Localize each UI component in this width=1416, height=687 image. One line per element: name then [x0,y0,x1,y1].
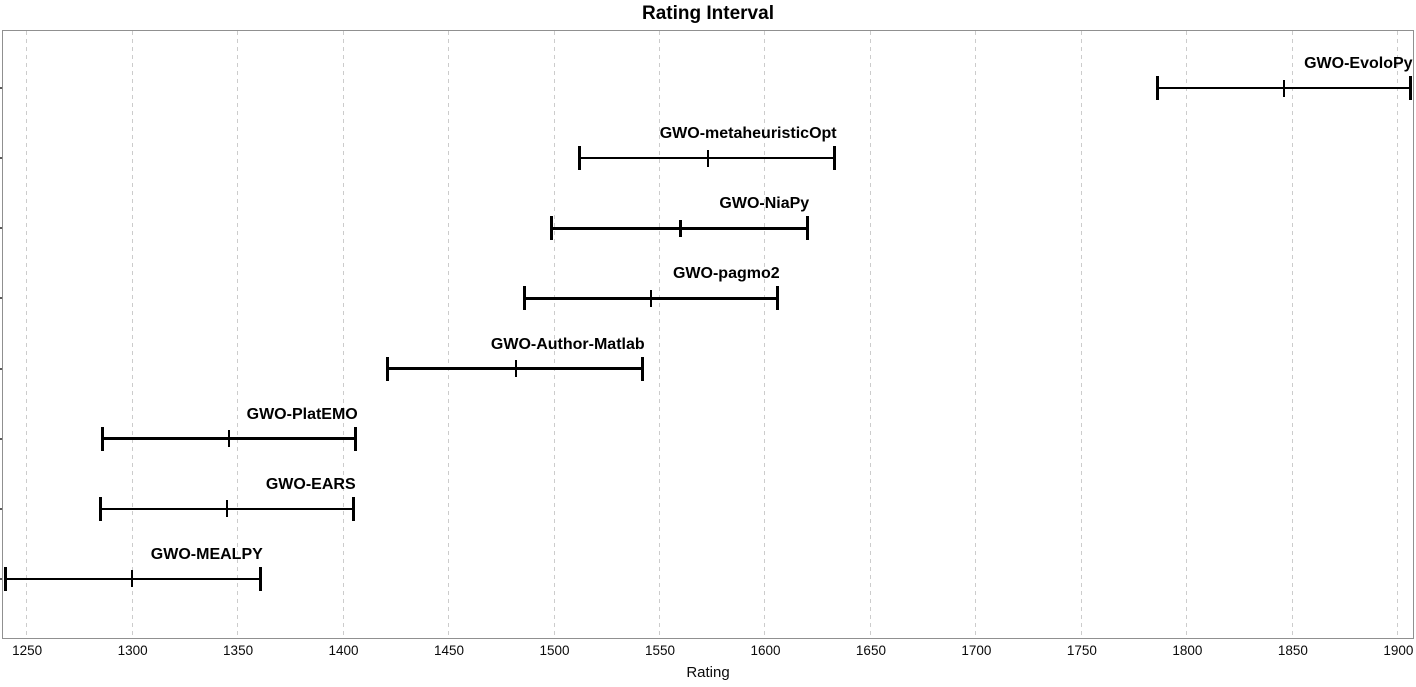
interval-cap-high-GWO-Author-Matlab [641,356,645,381]
x-tick-label-1700: 1700 [961,643,992,658]
gridline-x-1500 [553,31,555,638]
interval-cap-low-GWO-MEALPY [4,566,8,591]
interval-cap-low-GWO-EARS [98,496,102,521]
x-tick-label-1500: 1500 [539,643,570,658]
interval-cap-high-GWO-EvoloPy [1409,76,1413,100]
interval-mid-GWO-PlatEMO [227,430,231,448]
interval-cap-high-GWO-MEALPY [259,566,263,591]
x-tick-label-1350: 1350 [223,643,254,658]
series-label-GWO-MEALPY: GWO-MEALPY [150,545,263,563]
gridline-x-1300 [131,31,133,638]
gridline-x-1250 [26,31,28,638]
series-label-GWO-PlatEMO: GWO-PlatEMO [246,405,358,423]
x-axis-title: Rating [686,664,730,681]
interval-cap-high-GWO-pagmo2 [776,286,780,311]
x-tick-label-1300: 1300 [117,643,148,658]
interval-mid-GWO-MEALPY [130,570,134,588]
gridline-x-1750 [1080,31,1082,638]
x-tick-label-1900: 1900 [1383,643,1414,658]
interval-cap-high-GWO-metaheuristicOpt [833,146,837,171]
chart-title: Rating Interval [642,3,774,24]
series-label-GWO-pagmo2: GWO-pagmo2 [672,265,780,283]
gridline-x-1600 [764,31,766,638]
gridline-x-1650 [869,31,871,638]
interval-mid-GWO-Author-Matlab [514,360,518,378]
interval-cap-low-GWO-metaheuristicOpt [577,146,581,171]
y-tick-GWO-EARS [0,507,2,510]
y-tick-GWO-Author-Matlab [0,367,2,370]
y-tick-GWO-EvoloPy [0,87,2,89]
x-tick-label-1800: 1800 [1172,643,1203,658]
interval-mid-GWO-pagmo2 [649,289,653,307]
y-tick-GWO-metaheuristicOpt [0,157,2,160]
interval-mid-GWO-NiaPy [679,219,682,237]
x-tick-label-1850: 1850 [1277,643,1308,658]
interval-mid-GWO-metaheuristicOpt [706,149,710,167]
interval-cap-low-GWO-PlatEMO [101,426,105,451]
x-tick-label-1550: 1550 [644,643,676,658]
plot-area: GWO-EvoloPy GWO-metaheuristicOpt GWO-NiaPy… [0,30,1414,639]
gridline-x-1550 [659,31,660,638]
interval-cap-high-GWO-PlatEMO [354,426,358,451]
interval-mid-GWO-EARS [225,500,229,518]
interval-cap-low-GWO-NiaPy [550,216,554,241]
gridline-x-1450 [448,31,450,638]
x-tick-label-1650: 1650 [855,643,886,658]
x-tick-label-1750: 1750 [1066,643,1097,658]
y-tick-GWO-pagmo2 [0,297,2,300]
y-tick-GWO-PlatEMO [0,437,2,440]
y-tick-GWO-NiaPy [0,227,2,230]
series-label-GWO-EARS: GWO-EARS [265,475,356,493]
interval-cap-high-GWO-EARS [352,496,356,521]
interval-cap-low-GWO-EvoloPy [1155,76,1159,100]
series-label-GWO-EvoloPy: GWO-EvoloPy [1304,55,1413,72]
x-tick-label-1600: 1600 [750,643,781,658]
x-tick-label-1400: 1400 [328,643,359,658]
series-label-GWO-metaheuristicOpt: GWO-metaheuristicOpt [659,125,837,143]
interval-cap-high-GWO-NiaPy [805,216,809,241]
gridline-x-1400 [342,31,344,638]
gridline-x-1350 [237,31,239,638]
gridline-x-1900 [1397,31,1399,638]
interval-cap-low-GWO-pagmo2 [522,286,526,311]
series-label-GWO-Author-Matlab: GWO-Author-Matlab [490,335,645,353]
interval-mid-GWO-EvoloPy [1282,79,1286,97]
gridline-x-1800 [1186,31,1188,638]
interval-cap-low-GWO-Author-Matlab [385,356,389,381]
gridline-x-1850 [1291,31,1293,638]
series-label-GWO-NiaPy: GWO-NiaPy [719,195,810,213]
gridline-x-1700 [975,31,977,638]
x-tick-label-1250: 1250 [12,643,43,658]
x-tick-label-1450: 1450 [434,643,465,658]
y-tick-GWO-MEALPY [0,577,2,580]
